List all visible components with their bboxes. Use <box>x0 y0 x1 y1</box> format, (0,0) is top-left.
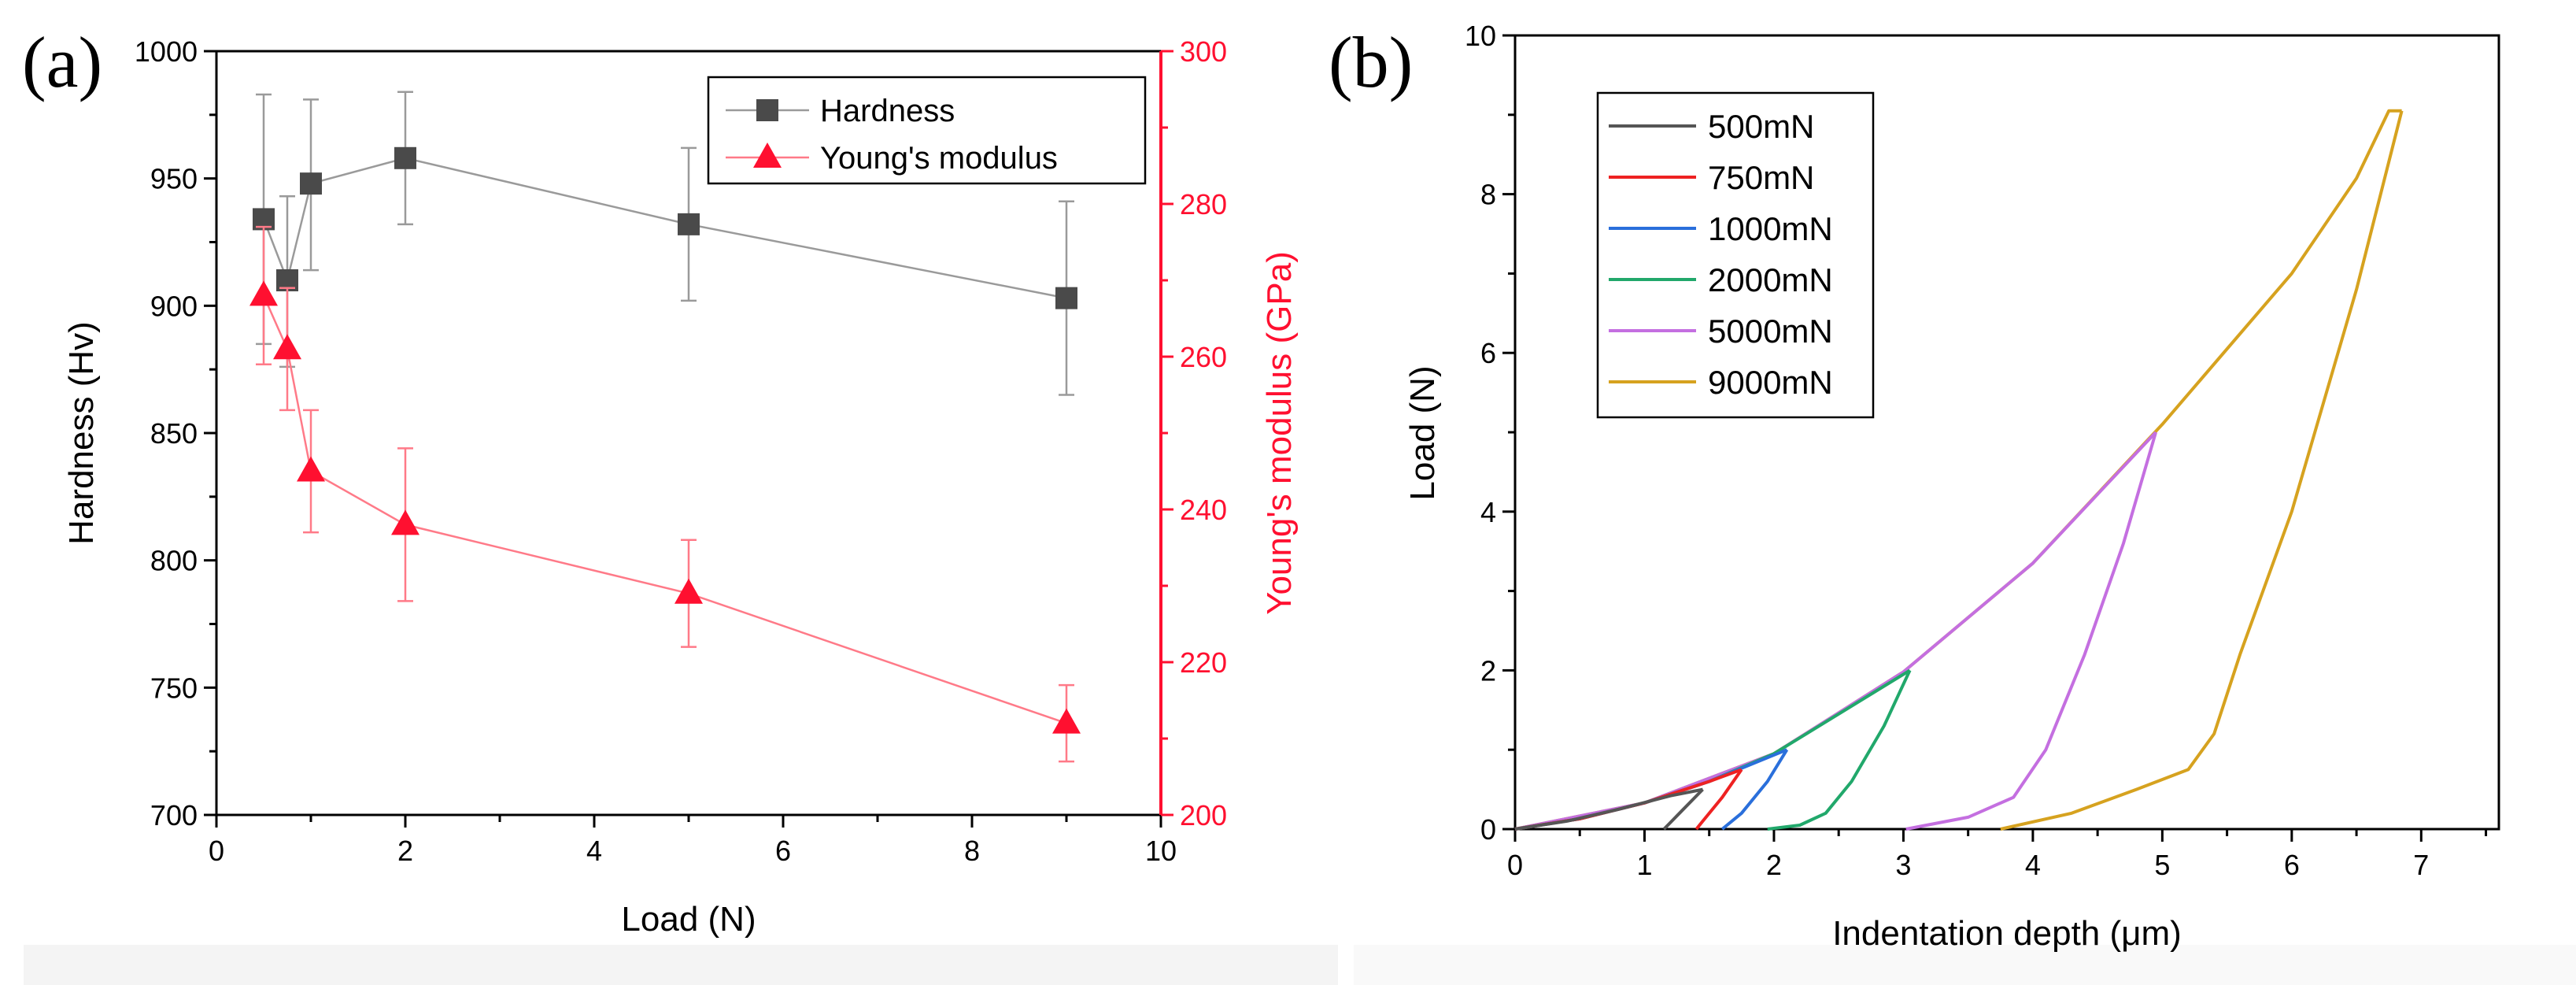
unloading-curve-500mN <box>1662 788 1704 831</box>
panel-a-ytick-label: 900 <box>150 290 198 322</box>
panel-a-xtick-label: 2 <box>397 835 413 867</box>
panel-a-legend: Hardness Young's modulus <box>707 76 1147 185</box>
panel-b-ylabel: Load (N) <box>1403 365 1442 500</box>
unloading-curve-1000mN <box>1720 749 1789 831</box>
panel-a-ytick-label: 1000 <box>135 35 198 68</box>
panel-b-xtick-label: 7 <box>2413 849 2429 881</box>
panel-b: (b) 0 1 2 3 4 5 6 7 0 2 4 6 8 10 500mN 750mN 1000mN 2000… <box>1329 20 2500 953</box>
panel-b-xtick-label: 0 <box>1507 849 1523 881</box>
unloading-curve-750mN <box>1695 768 1743 831</box>
panel-b-xtick-label: 6 <box>2284 849 2300 881</box>
panel-a-ylabel: Hardness (Hv) <box>62 321 101 545</box>
panel-a-label: (a) <box>22 22 102 102</box>
legend-square-marker <box>756 99 778 121</box>
panel-b-ytick-label: 2 <box>1480 654 1496 687</box>
panel-a-y2tick-label: 220 <box>1180 646 1227 679</box>
legend-label-9000mN: 9000mN <box>1708 364 1833 401</box>
unloading-curve-2000mN <box>1767 669 1912 831</box>
panel-a: (a) 0 2 4 6 8 10 700 750 800 850 900 950 1000 200 220 2… <box>22 22 1299 939</box>
unloading-curve-5000mN <box>1905 431 2158 831</box>
panel-a-xtick-label: 4 <box>586 835 602 867</box>
panel-a-xtick-label: 10 <box>1145 835 1177 867</box>
panel-b-ytick-label: 0 <box>1480 813 1496 846</box>
modulus-series-line <box>262 294 1067 724</box>
panel-a-y2label: Young's modulus (GPa) <box>1260 251 1299 615</box>
panel-b-ytick-label: 10 <box>1465 20 1496 52</box>
modulus-point <box>674 578 703 604</box>
panel-a-ytick-label: 850 <box>150 417 198 450</box>
legend-label-2000mN: 2000mN <box>1708 261 1833 298</box>
panel-b-xtick-label: 2 <box>1766 849 1782 881</box>
legend-label: Young's modulus <box>820 141 1058 176</box>
panel-a-y2tick-label: 200 <box>1180 799 1227 831</box>
panel-b-xtick-label: 1 <box>1636 849 1652 881</box>
hardness-point <box>300 172 322 195</box>
panel-a-xtick-label: 0 <box>209 835 224 867</box>
curve-500mN <box>1514 787 1704 831</box>
unloading-curve-9000mN <box>2000 110 2404 831</box>
panel-a-y2tick-label: 300 <box>1180 35 1227 68</box>
panel-b-label: (b) <box>1329 22 1413 102</box>
panel-a-ytick-label: 700 <box>150 799 198 831</box>
panel-a-xtick-label: 6 <box>775 835 791 867</box>
modulus-point <box>273 334 301 360</box>
panel-a-xtick-label: 8 <box>964 835 980 867</box>
hardness-point <box>1055 287 1077 309</box>
panel-b-ytick-label: 6 <box>1480 337 1496 369</box>
panel-a-y2tick-label: 260 <box>1180 341 1227 373</box>
legend-triangle-marker <box>753 143 782 168</box>
modulus-point <box>249 280 278 306</box>
legend-label-500mN: 500mN <box>1708 108 1814 145</box>
legend-label-1000mN: 1000mN <box>1708 210 1833 247</box>
legend-label-5000mN: 5000mN <box>1708 313 1833 350</box>
panel-b-ytick-label: 4 <box>1480 496 1496 528</box>
panel-b-xtick-label: 5 <box>2154 849 2170 881</box>
panel-b-legend: 500mN 750mN 1000mN 2000mN 5000mN 9000mN <box>1596 91 1875 419</box>
panel-a-ytick-label: 750 <box>150 672 198 704</box>
legend-label: Hardness <box>820 94 955 128</box>
panel-a-legend-box <box>707 76 1147 185</box>
legend-label-750mN: 750mN <box>1708 159 1814 196</box>
panel-a-y2tick-label: 240 <box>1180 494 1227 526</box>
modulus-point <box>297 456 325 482</box>
panel-b-legend-box <box>1596 91 1875 419</box>
modulus-point <box>391 509 419 535</box>
hardness-point <box>394 146 416 169</box>
panel-a-ytick-label: 800 <box>150 545 198 577</box>
panel-a-xlabel: Load (N) <box>621 900 756 939</box>
panel-b-xtick-label: 4 <box>2025 849 2041 881</box>
panel-b-xtick-label: 3 <box>1895 849 1911 881</box>
panel-b-ytick-label: 8 <box>1480 179 1496 211</box>
panel-a-ytick-label: 950 <box>150 163 198 195</box>
hardness-point <box>678 213 700 235</box>
panel-a-y2tick-label: 280 <box>1180 188 1227 220</box>
loading-curve-500mN <box>1514 787 1703 831</box>
panel-b-xlabel: Indentation depth (μm) <box>1832 914 2182 953</box>
modulus-point <box>1052 708 1081 734</box>
